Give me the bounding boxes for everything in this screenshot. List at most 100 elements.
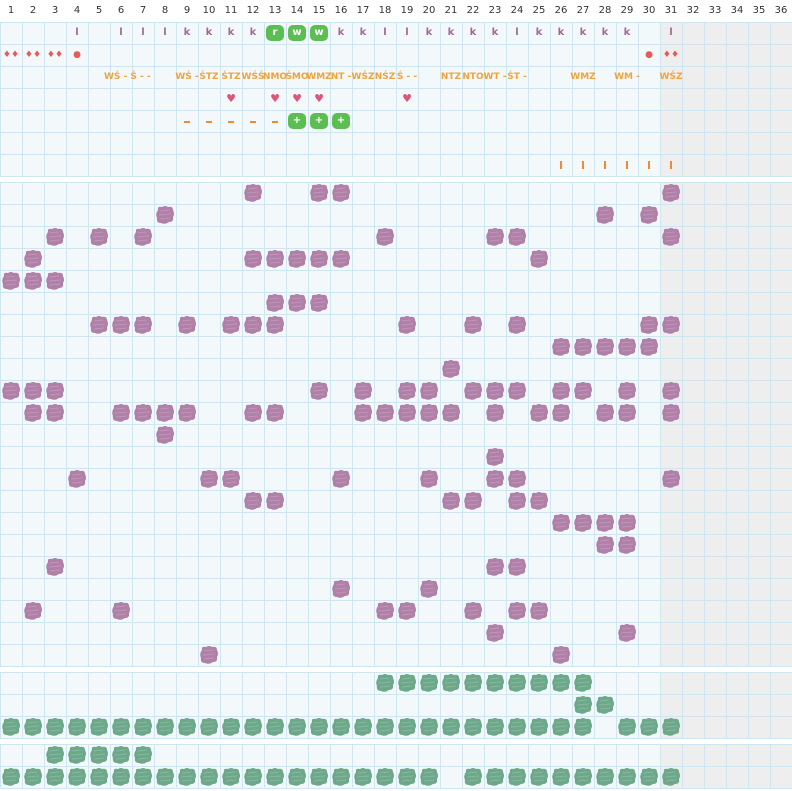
column-header[interactable]: 31 xyxy=(664,5,678,16)
event-blob[interactable] xyxy=(331,183,351,203)
green-blob[interactable] xyxy=(551,673,571,693)
day-code-letter[interactable]: k xyxy=(359,27,367,38)
event-blob[interactable] xyxy=(507,491,527,511)
event-blob[interactable] xyxy=(617,403,637,423)
event-blob[interactable] xyxy=(485,403,505,423)
column-header[interactable]: 34 xyxy=(730,5,744,16)
green-blob[interactable] xyxy=(199,717,219,737)
green-blob[interactable] xyxy=(529,767,549,787)
day-code-letter[interactable]: k xyxy=(227,27,235,38)
green-blob[interactable] xyxy=(507,673,527,693)
green-blob[interactable] xyxy=(485,717,505,737)
column-header[interactable]: 8 xyxy=(161,5,169,16)
event-blob[interactable] xyxy=(45,381,65,401)
event-blob[interactable] xyxy=(595,337,615,357)
green-blob[interactable] xyxy=(1,767,21,787)
day-code-letter[interactable]: k xyxy=(469,27,477,38)
column-header[interactable]: 13 xyxy=(268,5,282,16)
event-blob[interactable] xyxy=(265,249,285,269)
event-blob[interactable] xyxy=(397,315,417,335)
column-header[interactable]: 22 xyxy=(466,5,480,16)
event-blob[interactable] xyxy=(573,513,593,533)
event-blob[interactable] xyxy=(199,469,219,489)
green-blob[interactable] xyxy=(551,717,571,737)
column-header[interactable]: 35 xyxy=(752,5,766,16)
event-blob[interactable] xyxy=(639,315,659,335)
event-blob[interactable] xyxy=(617,381,637,401)
green-blob[interactable] xyxy=(89,745,109,765)
event-blob[interactable] xyxy=(67,469,87,489)
event-blob[interactable] xyxy=(45,271,65,291)
event-blob[interactable] xyxy=(331,579,351,599)
day-code-letter[interactable]: k xyxy=(601,27,609,38)
event-blob[interactable] xyxy=(133,227,153,247)
day-code-letter[interactable]: l xyxy=(119,27,123,38)
green-blob[interactable] xyxy=(617,767,637,787)
green-blob[interactable] xyxy=(331,767,351,787)
column-header[interactable]: 24 xyxy=(510,5,524,16)
column-header[interactable]: 23 xyxy=(488,5,502,16)
day-code-letter[interactable]: k xyxy=(183,27,191,38)
green-blob[interactable] xyxy=(573,673,593,693)
green-blob[interactable] xyxy=(485,673,505,693)
event-blob[interactable] xyxy=(89,315,109,335)
event-blob[interactable] xyxy=(265,315,285,335)
green-blob[interactable] xyxy=(397,767,417,787)
green-blob[interactable] xyxy=(419,767,439,787)
day-code-letter[interactable]: k xyxy=(535,27,543,38)
event-blob[interactable] xyxy=(573,337,593,357)
day-code-letter[interactable]: k xyxy=(447,27,455,38)
column-header[interactable]: 4 xyxy=(73,5,81,16)
green-blob[interactable] xyxy=(595,767,615,787)
green-blob[interactable] xyxy=(89,717,109,737)
event-blob[interactable] xyxy=(397,381,417,401)
day-code-letter[interactable]: k xyxy=(425,27,433,38)
column-header[interactable]: 7 xyxy=(139,5,147,16)
event-blob[interactable] xyxy=(89,227,109,247)
event-blob[interactable] xyxy=(331,469,351,489)
green-blob[interactable] xyxy=(507,767,527,787)
event-blob[interactable] xyxy=(177,315,197,335)
event-blob[interactable] xyxy=(309,293,329,313)
event-blob[interactable] xyxy=(551,337,571,357)
event-blob[interactable] xyxy=(353,403,373,423)
event-blob[interactable] xyxy=(507,381,527,401)
day-code-letter[interactable]: k xyxy=(623,27,631,38)
green-blob[interactable] xyxy=(573,767,593,787)
green-blob[interactable] xyxy=(397,717,417,737)
green-blob[interactable] xyxy=(243,717,263,737)
event-blob[interactable] xyxy=(485,447,505,467)
green-blob[interactable] xyxy=(89,767,109,787)
column-header[interactable]: 30 xyxy=(642,5,656,16)
column-header[interactable]: 29 xyxy=(620,5,634,16)
event-blob[interactable] xyxy=(287,249,307,269)
event-blob[interactable] xyxy=(529,249,549,269)
event-blob[interactable] xyxy=(353,381,373,401)
event-blob[interactable] xyxy=(265,293,285,313)
event-blob[interactable] xyxy=(441,491,461,511)
event-blob[interactable] xyxy=(529,403,549,423)
event-blob[interactable] xyxy=(23,271,43,291)
green-blob[interactable] xyxy=(529,717,549,737)
event-blob[interactable] xyxy=(507,469,527,489)
green-blob[interactable] xyxy=(45,745,65,765)
green-blob[interactable] xyxy=(133,717,153,737)
green-blob[interactable] xyxy=(573,695,593,715)
green-blob[interactable] xyxy=(441,717,461,737)
column-header[interactable]: 16 xyxy=(334,5,348,16)
green-blob[interactable] xyxy=(111,767,131,787)
event-blob[interactable] xyxy=(177,403,197,423)
green-blob[interactable] xyxy=(23,767,43,787)
green-blob[interactable] xyxy=(661,767,681,787)
event-blob[interactable] xyxy=(111,315,131,335)
event-blob[interactable] xyxy=(419,403,439,423)
day-code-letter[interactable]: l xyxy=(163,27,167,38)
column-header[interactable]: 14 xyxy=(290,5,304,16)
green-blob[interactable] xyxy=(463,673,483,693)
event-blob[interactable] xyxy=(397,601,417,621)
event-blob[interactable] xyxy=(617,623,637,643)
green-blob[interactable] xyxy=(573,717,593,737)
event-blob[interactable] xyxy=(111,403,131,423)
day-code-letter[interactable]: k xyxy=(557,27,565,38)
status-box[interactable]: w xyxy=(310,25,328,41)
